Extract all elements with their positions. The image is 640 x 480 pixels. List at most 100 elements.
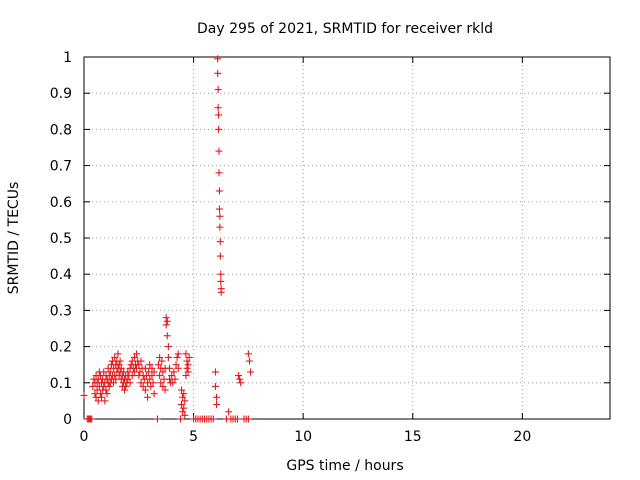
y-tick-label: 0.6 — [50, 195, 72, 211]
data-point — [88, 415, 96, 423]
data-point — [128, 372, 136, 380]
y-tick-label: 0.5 — [50, 231, 72, 247]
grid-lines — [84, 57, 610, 419]
data-point — [164, 353, 172, 361]
data-point — [101, 397, 109, 405]
chart-title: Day 295 of 2021, SRMTID for receiver rkl… — [197, 21, 493, 37]
data-point — [245, 357, 253, 365]
data-point — [157, 379, 165, 387]
data-point — [171, 375, 179, 383]
y-tick-label: 0.9 — [50, 86, 72, 102]
data-point — [159, 382, 167, 390]
data-point — [215, 169, 223, 177]
data-point — [169, 379, 177, 387]
data-point — [144, 393, 152, 401]
x-tick-label: 20 — [513, 429, 531, 445]
data-point — [170, 368, 178, 376]
data-point — [174, 364, 182, 372]
data-point — [184, 368, 192, 376]
data-point — [217, 288, 225, 296]
data-point — [148, 364, 156, 372]
y-tick-label: 0 — [63, 412, 72, 428]
data-point — [213, 401, 221, 409]
data-point — [214, 104, 222, 112]
data-point — [176, 415, 184, 423]
data-point — [98, 393, 106, 401]
data-point — [136, 368, 144, 376]
data-point — [213, 393, 221, 401]
data-point — [122, 382, 130, 390]
data-point — [105, 382, 113, 390]
data-point — [163, 332, 171, 340]
data-point — [215, 187, 223, 195]
data-point — [214, 55, 222, 63]
y-tick-label: 0.2 — [50, 340, 72, 356]
data-point — [168, 372, 176, 380]
data-point — [215, 125, 223, 133]
data-point — [162, 314, 170, 322]
data-point — [147, 382, 155, 390]
data-point — [236, 375, 244, 383]
data-point — [117, 364, 125, 372]
x-tick-label: 5 — [189, 429, 198, 445]
data-point — [217, 277, 225, 285]
data-point — [212, 382, 219, 390]
data-point — [103, 390, 111, 398]
data-point — [150, 368, 158, 376]
data-point — [163, 317, 171, 325]
data-point — [130, 353, 138, 361]
data-point — [180, 404, 188, 412]
y-tick-label: 0.8 — [50, 122, 72, 138]
data-point — [159, 368, 167, 376]
data-point — [146, 375, 154, 383]
data-point — [161, 386, 169, 394]
data-point — [165, 364, 173, 372]
data-point — [96, 390, 104, 398]
data-point — [179, 408, 187, 416]
data-point — [111, 353, 119, 361]
data-point — [244, 350, 252, 358]
y-axis-label: SRMTID / TECUs — [6, 182, 22, 295]
data-point — [235, 372, 243, 380]
data-point — [135, 361, 143, 369]
data-point — [216, 252, 224, 260]
data-point — [162, 321, 170, 329]
y-tick-label: 0.7 — [50, 159, 72, 175]
data-point — [124, 368, 132, 376]
data-point — [182, 350, 190, 358]
data-point — [115, 361, 123, 369]
data-point — [182, 372, 190, 380]
data-point — [174, 350, 182, 358]
y-tick-label: 1 — [63, 50, 72, 66]
data-point — [237, 379, 245, 387]
data-point — [100, 368, 108, 376]
data-point — [116, 357, 124, 365]
data-point — [212, 368, 219, 376]
data-point — [216, 223, 224, 231]
data-point — [233, 415, 241, 423]
data-point — [216, 238, 224, 246]
y-tick-label: 0.1 — [50, 376, 72, 392]
data-points — [80, 55, 255, 423]
data-point — [133, 350, 141, 358]
data-point — [180, 390, 188, 398]
data-point — [141, 364, 149, 372]
axis-ticks: 00.10.20.30.40.50.60.70.80.910 5 10 15 20 — [50, 50, 610, 445]
data-point — [181, 411, 189, 419]
data-point — [121, 386, 129, 394]
data-point — [247, 368, 255, 376]
data-point — [173, 353, 181, 361]
data-point — [139, 382, 147, 390]
data-point — [155, 361, 163, 369]
data-point — [244, 415, 252, 423]
data-point — [146, 361, 154, 369]
data-point — [216, 212, 224, 220]
data-point — [80, 391, 88, 399]
data-point — [102, 386, 110, 394]
data-point — [141, 386, 149, 394]
data-point — [215, 111, 223, 119]
data-point — [164, 343, 172, 351]
data-point — [156, 372, 164, 380]
data-point — [150, 390, 158, 398]
